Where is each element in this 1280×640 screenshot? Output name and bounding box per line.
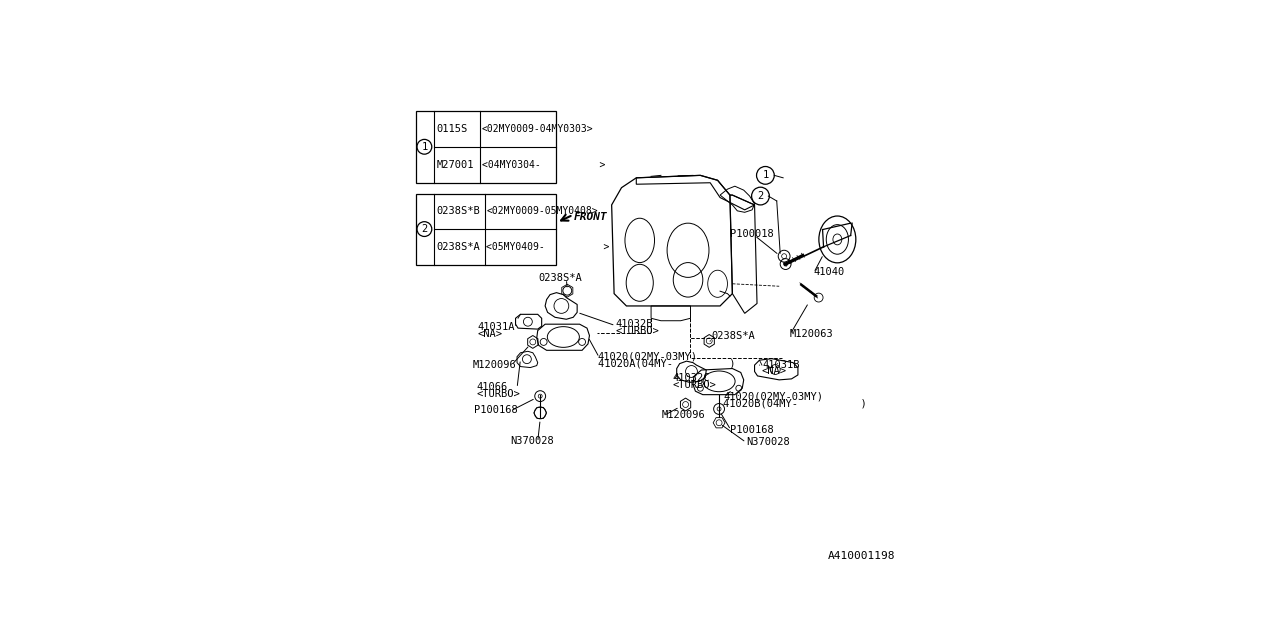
Text: <05MY0409-          >: <05MY0409- >: [486, 242, 609, 252]
Text: M27001: M27001: [436, 160, 474, 170]
Text: 1: 1: [421, 142, 428, 152]
Text: 2: 2: [421, 224, 428, 234]
Text: <NA>: <NA>: [477, 329, 503, 339]
Text: 41020(02MY-03MY): 41020(02MY-03MY): [598, 352, 698, 362]
Text: P100018: P100018: [730, 230, 773, 239]
Text: A410001198: A410001198: [827, 551, 895, 561]
Text: 41031A: 41031A: [477, 322, 515, 332]
Text: <TURBO>: <TURBO>: [672, 380, 716, 390]
Text: 41031B: 41031B: [762, 360, 800, 369]
Text: P100168: P100168: [730, 425, 773, 435]
Text: 41020B(04MY-          ): 41020B(04MY- ): [723, 398, 867, 408]
Text: 0238S*A: 0238S*A: [539, 273, 582, 283]
Text: <NA>: <NA>: [762, 367, 787, 376]
Text: 0238S*A: 0238S*A: [712, 331, 755, 341]
Text: 0238S*A: 0238S*A: [436, 242, 480, 252]
Text: P100168: P100168: [474, 405, 517, 415]
Text: <TURBO>: <TURBO>: [616, 326, 659, 336]
Text: 41032B: 41032B: [616, 319, 653, 329]
Text: N370028: N370028: [746, 438, 790, 447]
Text: 41032C: 41032C: [672, 373, 710, 383]
Text: M120096: M120096: [472, 360, 516, 369]
Text: 2: 2: [758, 191, 764, 201]
Text: 0238S*B: 0238S*B: [436, 207, 480, 216]
Text: <TURBO>: <TURBO>: [476, 389, 520, 399]
Text: 1: 1: [763, 170, 768, 180]
Bar: [416, 111, 556, 183]
Text: <04MY0304-          >: <04MY0304- >: [483, 160, 605, 170]
Text: 41020A(04MY-         ): 41020A(04MY- ): [598, 358, 735, 369]
Text: 41040: 41040: [814, 268, 845, 278]
Bar: [416, 193, 556, 265]
Text: N370028: N370028: [511, 436, 554, 447]
Text: 41020(02MY-03MY): 41020(02MY-03MY): [723, 391, 823, 401]
Text: 41066: 41066: [476, 382, 507, 392]
Text: <02MY0009-04MY0303>: <02MY0009-04MY0303>: [483, 124, 594, 134]
Text: FRONT: FRONT: [575, 212, 608, 221]
Text: M120063: M120063: [790, 329, 833, 339]
Text: <02MY0009-05MY0408>: <02MY0009-05MY0408>: [486, 207, 598, 216]
Text: M120096: M120096: [662, 410, 705, 420]
Text: 0115S: 0115S: [436, 124, 468, 134]
